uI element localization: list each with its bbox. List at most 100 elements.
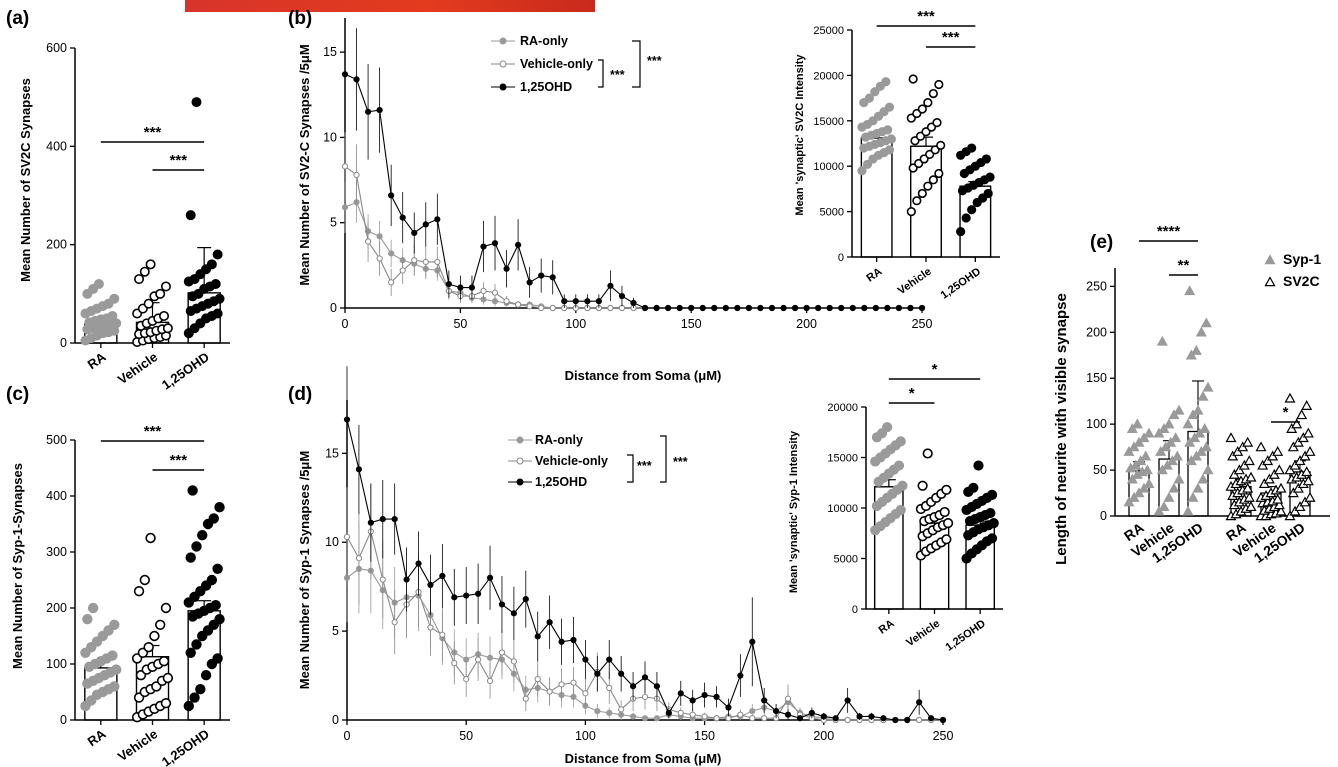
panel-d-data-point xyxy=(892,716,899,724)
panel-d-inset-data-point xyxy=(986,533,998,544)
panel-e-data-point xyxy=(1272,493,1284,504)
panel-b-data-point xyxy=(526,303,533,310)
panel-d-data-point xyxy=(439,572,446,580)
panel-b-inset-data-point xyxy=(936,140,946,150)
panel-c-data-point xyxy=(191,541,202,552)
panel-d-x-tick-label: 200 xyxy=(813,729,834,743)
panel-b-inset-significance-label: *** xyxy=(917,8,935,25)
panel-d-data-point xyxy=(498,649,506,656)
panel-d-data-point xyxy=(594,708,601,715)
panel-e-data-point xyxy=(1173,404,1185,415)
panel-d-data-point xyxy=(856,713,863,720)
panel-b-x-tick-label: 150 xyxy=(681,317,702,331)
panel-e-data-point xyxy=(1197,390,1209,401)
panel-d-legend-sig-inner: *** xyxy=(637,459,652,473)
panel-c-data-point xyxy=(206,574,218,586)
panel-b-data-point xyxy=(861,304,868,312)
panel-b-legend-bracket xyxy=(632,40,641,88)
panel-d-inset-data-point xyxy=(922,448,933,459)
panel-b-x-title: Distance from Soma (μM) xyxy=(565,368,722,383)
panel-b-y-tick-label: 10 xyxy=(323,130,337,144)
panel-c-data-point xyxy=(82,613,93,625)
panel-c-data-point xyxy=(214,613,225,625)
panel-b-data-point xyxy=(526,279,533,286)
panel-b-data-point xyxy=(918,304,926,312)
panel-e-data-point xyxy=(1143,427,1155,438)
panel-b-data-point xyxy=(768,304,776,312)
panel-b-data-point xyxy=(353,76,360,83)
panel-d-inset-category-label: 1,25OHD xyxy=(943,618,987,654)
panel-c-data-point xyxy=(158,655,170,667)
panel-b-inset-data-point xyxy=(985,172,995,182)
panel-e-y-tick-label: 150 xyxy=(1086,371,1107,385)
panel-d-data-point xyxy=(737,672,744,679)
panel-e-legend: Syp-1 SV2C xyxy=(1283,251,1321,289)
panel-b-data-point xyxy=(399,214,406,221)
panel-d-data-point xyxy=(475,656,482,663)
panel-d-inset-data-point xyxy=(895,504,906,516)
panel-a-letter: (a) xyxy=(6,8,29,29)
panel-c-data-point xyxy=(109,681,120,692)
panel-b-data-point xyxy=(364,238,372,245)
panel-e-y-tick-label: 0 xyxy=(1100,509,1107,523)
panel-d-inset-category-label: Vehicle xyxy=(904,618,942,650)
panel-d-inset-data-point xyxy=(895,436,906,447)
panel-a-data-point xyxy=(155,288,166,299)
panel-d-data-point xyxy=(379,516,386,523)
panel-d-inset-data-point xyxy=(941,534,952,545)
panel-e-data-point xyxy=(1190,344,1202,355)
panel-b-data-point xyxy=(364,108,372,115)
panel-d-data-point xyxy=(343,416,351,423)
panel-a-y-tick-label: 0 xyxy=(60,336,67,350)
panel-b-inset-y-tick-label: 10000 xyxy=(813,161,844,173)
panel-d-inset-data-point xyxy=(941,484,952,495)
panel-b-data-point xyxy=(376,107,383,114)
panel-d-legend-marker xyxy=(516,478,524,486)
panel-b-data-point xyxy=(745,304,753,312)
panel-b-data-point xyxy=(515,241,522,248)
panel-d-data-point xyxy=(629,713,637,720)
panel-e-data-point xyxy=(1182,418,1194,429)
panel-c-data-point xyxy=(185,552,196,563)
panel-d-y-title: Mean Number of Syp-1 Synapses /5μM xyxy=(297,451,312,689)
panel-d-data-point xyxy=(677,709,684,716)
panel-a-category-label: 1,25OHD xyxy=(159,349,212,392)
panel-b-letter: (b) xyxy=(288,8,312,29)
panel-b-series-line xyxy=(344,73,922,309)
panel-b-data-point xyxy=(480,243,487,250)
panel-d-data-point xyxy=(546,688,553,695)
panel-b-inset-data-point xyxy=(886,134,896,144)
panel-b-inset-data-point xyxy=(923,181,933,191)
panel-c-category-label: RA xyxy=(85,726,109,749)
panel-e-data-point xyxy=(1245,471,1257,482)
panel-e-data-point xyxy=(1242,482,1254,493)
panel-d-inset-data-point xyxy=(986,489,998,500)
panel-d-data-point xyxy=(689,697,696,704)
panel-b-data-point xyxy=(884,304,891,312)
panel-e-data-point xyxy=(1264,254,1276,265)
panel-d-data-point xyxy=(713,715,720,722)
panel-b-data-point xyxy=(388,279,395,286)
panel-d-data-point xyxy=(939,716,947,724)
panel-d-data-point xyxy=(355,466,363,473)
panel-b-data-point xyxy=(699,304,706,312)
panel-b-data-point xyxy=(826,304,833,312)
panel-c-data-point xyxy=(87,602,99,614)
panel-d-inset-data-point xyxy=(973,460,984,471)
panel-a-data-point xyxy=(212,249,223,260)
panel-b-data-point xyxy=(457,284,464,291)
panel-a-data-point xyxy=(191,97,202,108)
panel-d-data-point xyxy=(522,596,529,603)
panel-c-data-point xyxy=(187,485,198,496)
panel-d-data-point xyxy=(761,697,768,704)
panel-b-legend-marker xyxy=(499,60,507,68)
panel-d-data-point xyxy=(498,601,506,608)
panel-d-legend: RA-only Vehicle-only 1,25OHD *** *** xyxy=(535,433,688,489)
panel-e-y-tick-label: 100 xyxy=(1086,417,1107,431)
panel-e-letter: (e) xyxy=(1090,232,1113,253)
panel-b-data-point xyxy=(399,267,406,274)
panel-a-y-title: Mean Number of SV2C Synapses xyxy=(18,78,33,282)
panel-a-data-point xyxy=(162,323,173,334)
panel-b-data-point xyxy=(653,304,660,312)
panel-d-y-tick-label: 10 xyxy=(325,535,339,549)
